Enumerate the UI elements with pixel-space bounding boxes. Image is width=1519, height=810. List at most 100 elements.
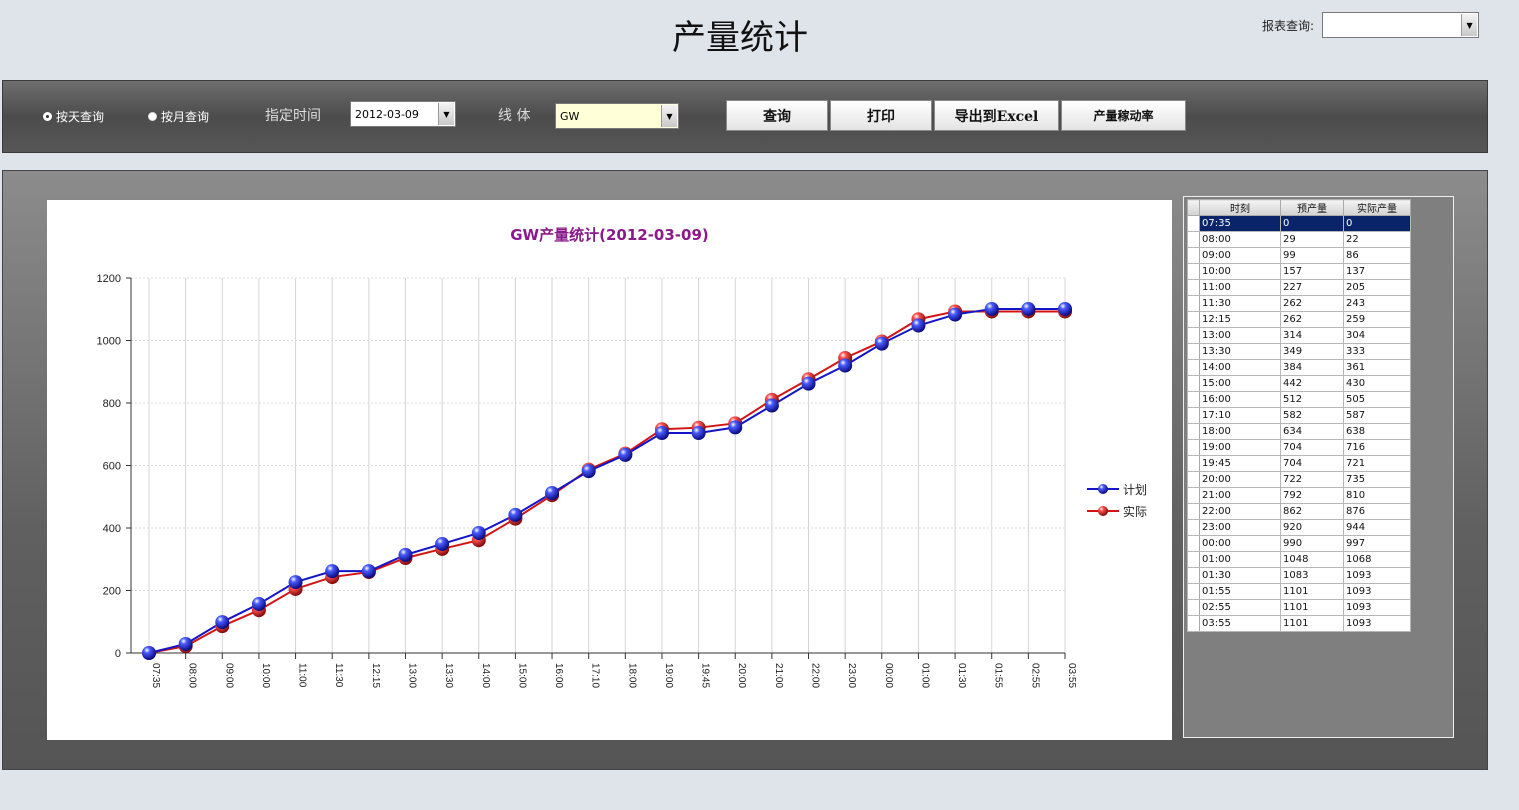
- table-row[interactable]: 22:00 862 876: [1187, 503, 1411, 520]
- row-selector[interactable]: [1187, 503, 1200, 520]
- cell-planned[interactable]: 704: [1280, 455, 1344, 472]
- cell-planned[interactable]: 722: [1280, 471, 1344, 488]
- cell-time[interactable]: 00:00: [1199, 535, 1281, 552]
- column-header-time[interactable]: 时刻: [1199, 199, 1281, 216]
- cell-planned[interactable]: 29: [1280, 231, 1344, 248]
- table-row[interactable]: 09:00 99 86: [1187, 247, 1411, 264]
- table-row[interactable]: 17:10 582 587: [1187, 407, 1411, 424]
- row-selector[interactable]: [1187, 343, 1200, 360]
- table-row[interactable]: 01:30 1083 1093: [1187, 567, 1411, 584]
- table-row[interactable]: 03:55 1101 1093: [1187, 615, 1411, 632]
- cell-time[interactable]: 21:00: [1199, 487, 1281, 504]
- row-selector[interactable]: [1187, 439, 1200, 456]
- cell-actual[interactable]: 205: [1343, 279, 1411, 296]
- cell-planned[interactable]: 99: [1280, 247, 1344, 264]
- cell-planned[interactable]: 512: [1280, 391, 1344, 408]
- cell-time[interactable]: 01:30: [1199, 567, 1281, 584]
- cell-planned[interactable]: 582: [1280, 407, 1344, 424]
- cell-time[interactable]: 11:00: [1199, 279, 1281, 296]
- export-excel-button[interactable]: 导出到Excel: [934, 100, 1059, 131]
- table-row[interactable]: 23:00 920 944: [1187, 519, 1411, 536]
- cell-actual[interactable]: 86: [1343, 247, 1411, 264]
- cell-actual[interactable]: 1093: [1343, 583, 1411, 600]
- print-button[interactable]: 打印: [830, 100, 932, 131]
- chevron-down-icon[interactable]: ▼: [438, 103, 454, 125]
- cell-planned[interactable]: 384: [1280, 359, 1344, 376]
- table-row[interactable]: 16:00 512 505: [1187, 391, 1411, 408]
- cell-planned[interactable]: 262: [1280, 311, 1344, 328]
- row-selector[interactable]: [1187, 327, 1200, 344]
- table-row[interactable]: 19:00 704 716: [1187, 439, 1411, 456]
- row-selector[interactable]: [1187, 375, 1200, 392]
- cell-actual[interactable]: 638: [1343, 423, 1411, 440]
- cell-time[interactable]: 07:35: [1199, 215, 1281, 232]
- cell-actual[interactable]: 0: [1343, 215, 1411, 232]
- cell-time[interactable]: 17:10: [1199, 407, 1281, 424]
- radio-by-month[interactable]: 按月查询: [148, 108, 209, 125]
- cell-time[interactable]: 18:00: [1199, 423, 1281, 440]
- cell-planned[interactable]: 920: [1280, 519, 1344, 536]
- cell-time[interactable]: 14:00: [1199, 359, 1281, 376]
- row-selector[interactable]: [1187, 311, 1200, 328]
- cell-actual[interactable]: 810: [1343, 487, 1411, 504]
- row-selector[interactable]: [1187, 407, 1200, 424]
- table-row[interactable]: 20:00 722 735: [1187, 471, 1411, 488]
- cell-planned[interactable]: 0: [1280, 215, 1344, 232]
- row-selector[interactable]: [1187, 359, 1200, 376]
- cell-actual[interactable]: 1068: [1343, 551, 1411, 568]
- cell-actual[interactable]: 1093: [1343, 615, 1411, 632]
- radio-by-day[interactable]: 按天查询: [43, 108, 104, 125]
- row-selector[interactable]: [1187, 279, 1200, 296]
- table-row[interactable]: 02:55 1101 1093: [1187, 599, 1411, 616]
- cell-time[interactable]: 02:55: [1199, 599, 1281, 616]
- table-row[interactable]: 14:00 384 361: [1187, 359, 1411, 376]
- cell-actual[interactable]: 944: [1343, 519, 1411, 536]
- cell-time[interactable]: 16:00: [1199, 391, 1281, 408]
- cell-actual[interactable]: 1093: [1343, 599, 1411, 616]
- cell-actual[interactable]: 243: [1343, 295, 1411, 312]
- cell-time[interactable]: 19:00: [1199, 439, 1281, 456]
- row-selector[interactable]: [1187, 583, 1200, 600]
- column-header-actual[interactable]: 实际产量: [1343, 199, 1411, 216]
- cell-actual[interactable]: 137: [1343, 263, 1411, 280]
- cell-time[interactable]: 19:45: [1199, 455, 1281, 472]
- row-selector[interactable]: [1187, 391, 1200, 408]
- cell-time[interactable]: 08:00: [1199, 231, 1281, 248]
- date-select[interactable]: 2012-03-09 ▼: [350, 101, 456, 127]
- row-selector[interactable]: [1187, 455, 1200, 472]
- cell-planned[interactable]: 1048: [1280, 551, 1344, 568]
- cell-planned[interactable]: 704: [1280, 439, 1344, 456]
- table-row[interactable]: 00:00 990 997: [1187, 535, 1411, 552]
- table-row[interactable]: 19:45 704 721: [1187, 455, 1411, 472]
- cell-actual[interactable]: 1093: [1343, 567, 1411, 584]
- cell-planned[interactable]: 862: [1280, 503, 1344, 520]
- cell-actual[interactable]: 721: [1343, 455, 1411, 472]
- table-row[interactable]: 01:55 1101 1093: [1187, 583, 1411, 600]
- row-selector[interactable]: [1187, 487, 1200, 504]
- cell-planned[interactable]: 1101: [1280, 599, 1344, 616]
- row-selector[interactable]: [1187, 519, 1200, 536]
- cell-time[interactable]: 10:00: [1199, 263, 1281, 280]
- cell-time[interactable]: 20:00: [1199, 471, 1281, 488]
- cell-time[interactable]: 03:55: [1199, 615, 1281, 632]
- table-row[interactable]: 11:00 227 205: [1187, 279, 1411, 296]
- table-row[interactable]: 13:30 349 333: [1187, 343, 1411, 360]
- cell-time[interactable]: 15:00: [1199, 375, 1281, 392]
- table-row[interactable]: 18:00 634 638: [1187, 423, 1411, 440]
- cell-planned[interactable]: 227: [1280, 279, 1344, 296]
- table-row[interactable]: 01:00 1048 1068: [1187, 551, 1411, 568]
- row-selector[interactable]: [1187, 599, 1200, 616]
- cell-actual[interactable]: 587: [1343, 407, 1411, 424]
- table-row[interactable]: 15:00 442 430: [1187, 375, 1411, 392]
- cell-actual[interactable]: 430: [1343, 375, 1411, 392]
- table-row[interactable]: 13:00 314 304: [1187, 327, 1411, 344]
- cell-planned[interactable]: 262: [1280, 295, 1344, 312]
- row-selector[interactable]: [1187, 231, 1200, 248]
- cell-actual[interactable]: 22: [1343, 231, 1411, 248]
- cell-time[interactable]: 12:15: [1199, 311, 1281, 328]
- chevron-down-icon[interactable]: ▼: [1461, 14, 1478, 36]
- cell-time[interactable]: 11:30: [1199, 295, 1281, 312]
- table-row[interactable]: 08:00 29 22: [1187, 231, 1411, 248]
- cell-actual[interactable]: 997: [1343, 535, 1411, 552]
- row-selector[interactable]: [1187, 295, 1200, 312]
